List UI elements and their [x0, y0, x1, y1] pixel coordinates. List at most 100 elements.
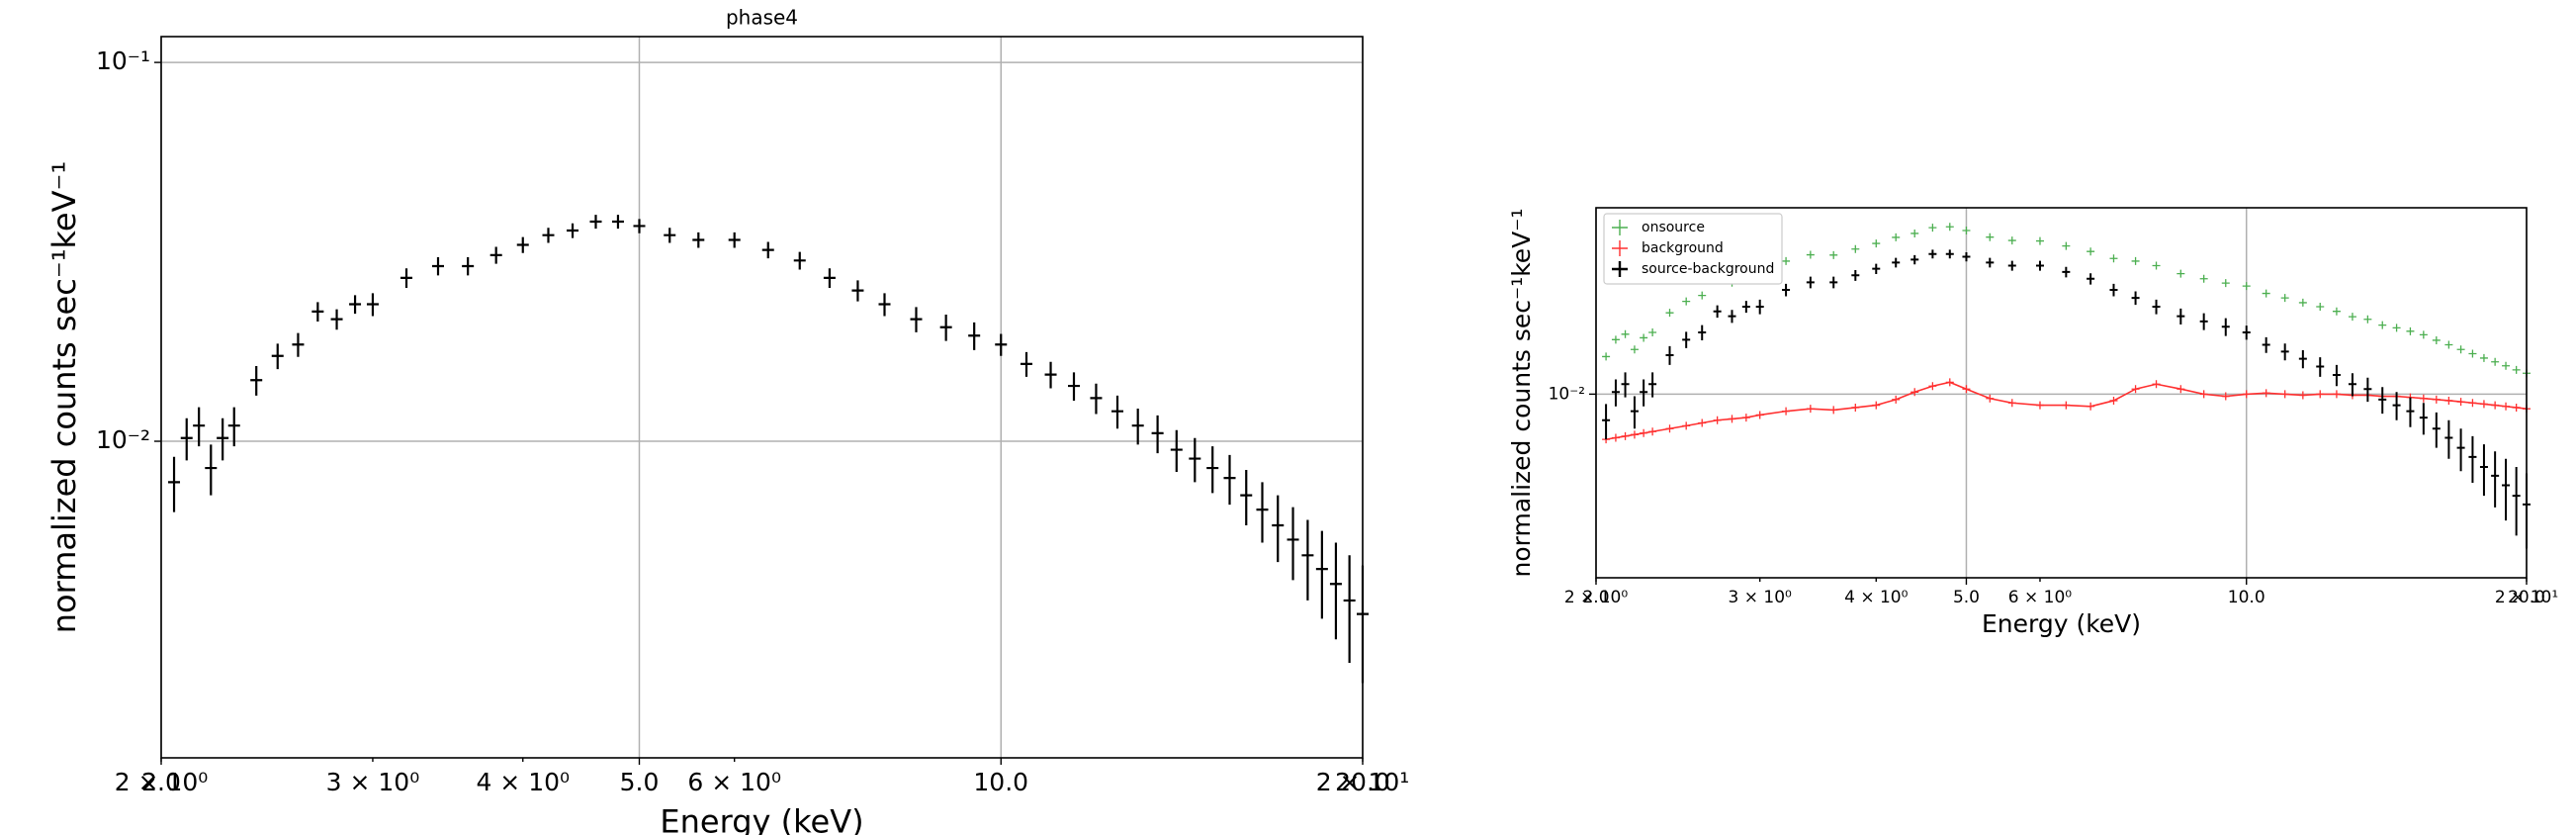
error-bar — [217, 418, 229, 461]
error-bar — [2479, 444, 2488, 497]
point-marker — [1611, 433, 1620, 442]
error-bar — [1329, 542, 1342, 640]
error-bar — [1090, 383, 1103, 415]
point-marker — [1621, 329, 1630, 338]
error-bar — [2392, 392, 2401, 420]
error-bar — [516, 236, 529, 253]
axes-frame — [160, 36, 1364, 759]
point-marker — [1640, 428, 1648, 437]
point-marker — [2131, 256, 2140, 265]
point-marker — [2131, 385, 2140, 394]
error-bar — [1272, 495, 1285, 563]
x-tick-label: 3 × 10⁰ — [326, 768, 420, 796]
point-marker — [1621, 431, 1630, 440]
point-marker — [2332, 390, 2341, 399]
x-tick-label: 2 × 10⁰ — [115, 768, 209, 796]
error-bar — [1872, 263, 1881, 274]
x-tick-label: 2 × 10⁰ — [1564, 588, 1628, 607]
point-marker — [1806, 405, 1815, 414]
point-marker — [1630, 345, 1639, 354]
point-marker — [2035, 401, 2044, 410]
point-marker — [1986, 394, 1995, 403]
point-marker — [1928, 224, 1937, 232]
point-marker — [2242, 390, 2251, 399]
point-marker — [2280, 294, 2289, 303]
point-marker — [2262, 289, 2270, 298]
x-axis-label: Energy (keV) — [1982, 609, 2141, 638]
x-tick-label: 2 × 10¹ — [1316, 768, 1410, 796]
error-bar — [1648, 372, 1657, 398]
error-bar — [2468, 435, 2477, 483]
point-marker — [1682, 421, 1691, 430]
error-bar — [1728, 310, 1736, 324]
error-bar — [311, 302, 324, 323]
error-bar — [2035, 260, 2044, 271]
point-marker — [2419, 330, 2428, 339]
error-bar — [1621, 372, 1630, 398]
point-marker — [2432, 335, 2441, 344]
point-marker — [2479, 400, 2488, 409]
error-bar — [1910, 254, 1919, 265]
x-tick-label: 6 × 10⁰ — [687, 768, 781, 796]
point-marker — [1682, 297, 1691, 306]
point-marker — [2152, 380, 2161, 389]
point-marker — [2199, 274, 2208, 283]
axes-frame — [1595, 207, 2528, 579]
x-tick-label: 5.0 — [1953, 588, 1980, 607]
point-marker — [2176, 269, 2185, 278]
error-bar — [1223, 454, 1236, 506]
error-bar — [1287, 507, 1299, 581]
error-bar — [2378, 387, 2387, 415]
error-bar — [489, 246, 502, 264]
error-bar — [2062, 266, 2071, 278]
point-marker — [1928, 382, 1937, 391]
point-marker — [2468, 349, 2477, 358]
point-marker — [2378, 321, 2387, 329]
error-bar — [1713, 305, 1722, 319]
error-bar — [1741, 301, 1750, 314]
point-marker — [1782, 256, 1791, 265]
error-bar — [1665, 345, 1674, 365]
error-bar — [2007, 260, 2016, 271]
error-bar — [633, 219, 646, 233]
error-bar — [878, 293, 891, 317]
chart: 2.0 5.0 10.0 20.0 2 × 10⁰ 3 × 10⁰ 4 × 10⁰ 6 × 1… — [1507, 207, 2558, 638]
point-marker — [2035, 236, 2044, 245]
x-tick-label: 2.0 — [1582, 588, 1609, 607]
point-marker — [2512, 365, 2521, 374]
legend-marker — [1612, 261, 1628, 277]
point-marker — [2348, 313, 2356, 322]
point-marker — [2176, 385, 2185, 394]
x-axis-label: Energy (keV) — [660, 802, 863, 835]
error-bar — [2087, 273, 2095, 285]
point-marker — [2468, 399, 2477, 408]
error-bar — [180, 418, 193, 461]
error-bar — [1806, 276, 1815, 289]
point-marker — [2221, 392, 2230, 401]
error-bar — [995, 333, 1008, 356]
legend-marker — [1612, 240, 1628, 256]
error-bar — [431, 257, 444, 276]
error-bar — [2298, 349, 2307, 369]
error-bar — [1602, 404, 1611, 440]
error-bar — [205, 444, 218, 496]
point-marker — [2456, 345, 2465, 354]
point-marker — [1829, 406, 1838, 415]
point-marker — [2502, 361, 2511, 370]
error-bar — [1851, 269, 1860, 281]
error-bar — [2432, 412, 2441, 448]
point-marker — [1986, 232, 1995, 241]
point-marker — [2109, 254, 2118, 263]
error-bar — [1611, 379, 1620, 407]
error-bar — [1928, 249, 1937, 259]
point-marker — [1872, 401, 1881, 410]
point-marker — [2280, 390, 2289, 399]
point-marker — [2062, 241, 2071, 250]
point-marker — [1910, 229, 1919, 237]
point-marker — [1945, 223, 1954, 232]
legend-label: source-background — [1642, 261, 1774, 277]
error-bar — [250, 365, 263, 396]
error-bar — [910, 307, 923, 332]
x-tick-label: 4 × 10⁰ — [476, 768, 570, 796]
point-marker — [2419, 394, 2428, 403]
